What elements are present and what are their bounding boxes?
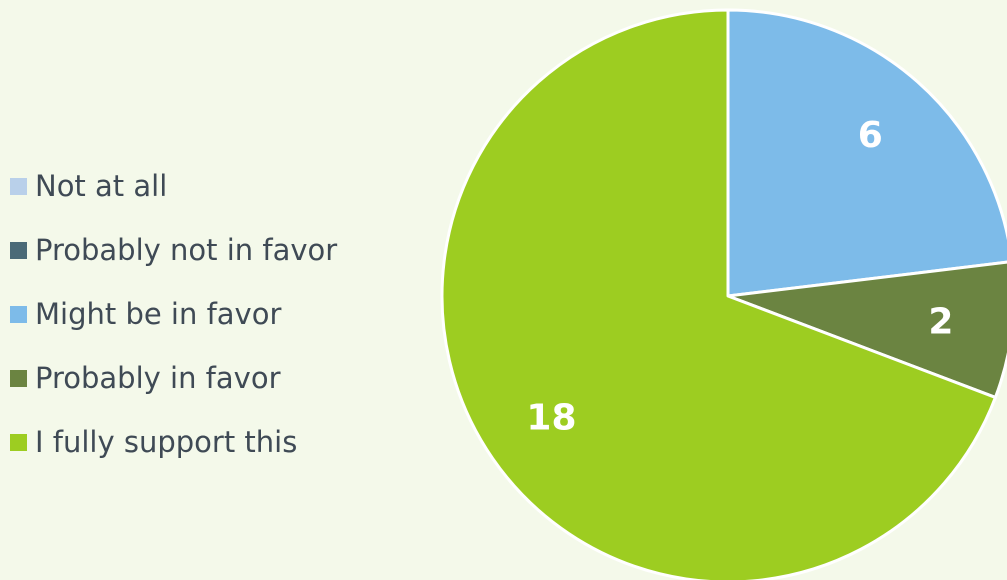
chart-legend: Not at all Probably not in favor Might b…: [10, 154, 430, 474]
legend-item-probably-in-favor: Probably in favor: [10, 346, 430, 410]
data-label-i-fully-support-this: 18: [526, 397, 576, 438]
legend-swatch: [10, 177, 27, 195]
legend-swatch: [10, 305, 27, 323]
data-label-probably-in-favor: 2: [928, 301, 953, 342]
legend-item-i-fully-support-this: I fully support this: [10, 410, 430, 474]
legend-swatch: [10, 369, 27, 387]
pie-slice-probably-in-favor: [726, 260, 1007, 399]
legend-label: Not at all: [35, 169, 168, 203]
legend-label: Probably in favor: [35, 361, 281, 395]
legend-label: Probably not in favor: [35, 233, 338, 267]
pie-slice-might-be-in-favor: [726, 8, 1007, 298]
legend-label: I fully support this: [35, 425, 298, 459]
legend-item-not-at-all: Not at all: [10, 154, 430, 218]
legend-swatch: [10, 433, 27, 451]
pie-slice-i-fully-support-this: [440, 8, 997, 580]
data-label-might-be-in-favor: 6: [858, 115, 883, 156]
legend-item-probably-not-in-favor: Probably not in favor: [10, 218, 430, 282]
legend-item-might-be-in-favor: Might be in favor: [10, 282, 430, 346]
legend-swatch: [10, 241, 27, 259]
legend-label: Might be in favor: [35, 297, 282, 331]
